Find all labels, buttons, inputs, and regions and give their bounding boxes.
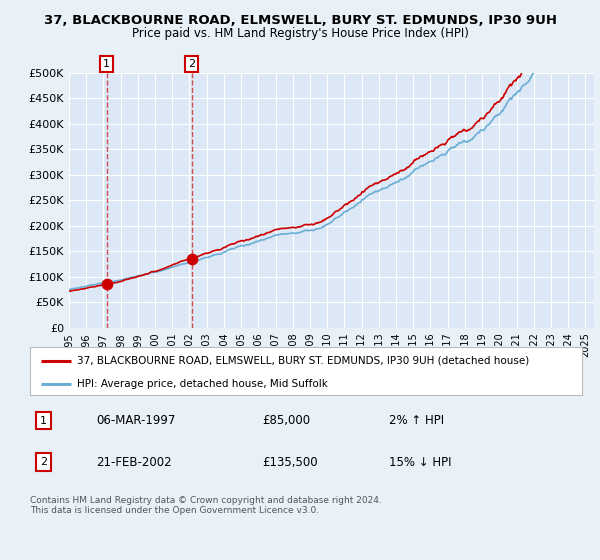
Text: £135,500: £135,500: [262, 455, 317, 469]
Text: 37, BLACKBOURNE ROAD, ELMSWELL, BURY ST. EDMUNDS, IP30 9UH: 37, BLACKBOURNE ROAD, ELMSWELL, BURY ST.…: [44, 14, 557, 27]
Text: 21-FEB-2002: 21-FEB-2002: [96, 455, 172, 469]
Text: 37, BLACKBOURNE ROAD, ELMSWELL, BURY ST. EDMUNDS, IP30 9UH (detached house): 37, BLACKBOURNE ROAD, ELMSWELL, BURY ST.…: [77, 356, 529, 366]
Text: HPI: Average price, detached house, Mid Suffolk: HPI: Average price, detached house, Mid …: [77, 379, 328, 389]
Text: 1: 1: [40, 416, 47, 426]
Text: 2: 2: [40, 457, 47, 467]
Point: [187, 254, 197, 263]
Text: £85,000: £85,000: [262, 414, 310, 427]
Text: 2: 2: [188, 59, 195, 69]
Text: Price paid vs. HM Land Registry's House Price Index (HPI): Price paid vs. HM Land Registry's House …: [131, 27, 469, 40]
Point: [102, 280, 112, 289]
Text: 1: 1: [103, 59, 110, 69]
Text: Contains HM Land Registry data © Crown copyright and database right 2024.
This d: Contains HM Land Registry data © Crown c…: [30, 496, 382, 515]
Text: 06-MAR-1997: 06-MAR-1997: [96, 414, 176, 427]
Text: 15% ↓ HPI: 15% ↓ HPI: [389, 455, 451, 469]
Text: 2% ↑ HPI: 2% ↑ HPI: [389, 414, 444, 427]
